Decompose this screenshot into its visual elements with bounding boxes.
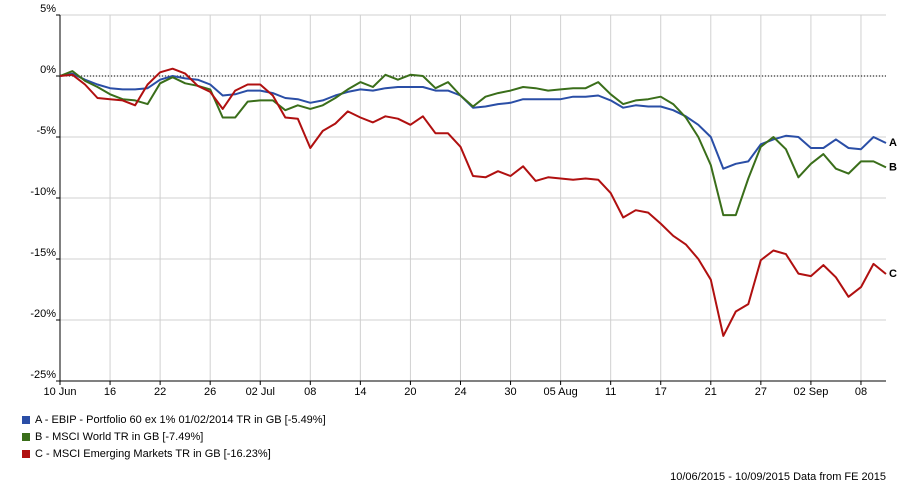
x-tick-label: 26 [204, 386, 216, 398]
x-tick-label: 02 Sep [793, 386, 828, 398]
x-tick-label: 02 Jul [246, 386, 275, 398]
legend-label: A - EBIP - Portfolio 60 ex 1% 01/02/2014… [35, 414, 326, 426]
y-tick-label: 5% [40, 3, 56, 15]
x-tick-label: 14 [354, 386, 366, 398]
footnote: 10/06/2015 - 10/09/2015 Data from FE 201… [670, 471, 886, 483]
legend-swatch [22, 450, 30, 458]
x-tick-label: 22 [154, 386, 166, 398]
x-tick-label: 10 Jun [43, 386, 76, 398]
legend-label: B - MSCI World TR in GB [-7.49%] [35, 431, 203, 443]
end-label: B [889, 161, 897, 173]
x-tick-label: 08 [855, 386, 867, 398]
x-tick-label: 05 Aug [543, 386, 577, 398]
y-tick-label: -5% [36, 125, 56, 137]
y-tick-label: -25% [30, 369, 56, 381]
y-tick-label: -20% [30, 308, 56, 320]
legend-swatch [22, 433, 30, 441]
x-tick-label: 16 [104, 386, 116, 398]
x-tick-label: 08 [304, 386, 316, 398]
x-tick-label: 17 [655, 386, 667, 398]
x-tick-label: 11 [605, 386, 616, 398]
y-tick-label: -10% [30, 186, 56, 198]
x-tick-label: 27 [755, 386, 767, 398]
series-line [59, 67, 887, 337]
series-line [59, 72, 887, 170]
y-tick-label: 0% [40, 64, 56, 76]
x-tick-label: 24 [454, 386, 466, 398]
legend-swatch [22, 416, 30, 424]
legend-label: C - MSCI Emerging Markets TR in GB [-16.… [35, 448, 271, 460]
y-tick-label: -15% [30, 247, 56, 259]
end-label: A [889, 137, 897, 149]
x-tick-label: 21 [705, 386, 717, 398]
end-label: C [889, 268, 897, 280]
x-tick-label: 30 [504, 386, 516, 398]
x-tick-label: 20 [404, 386, 416, 398]
